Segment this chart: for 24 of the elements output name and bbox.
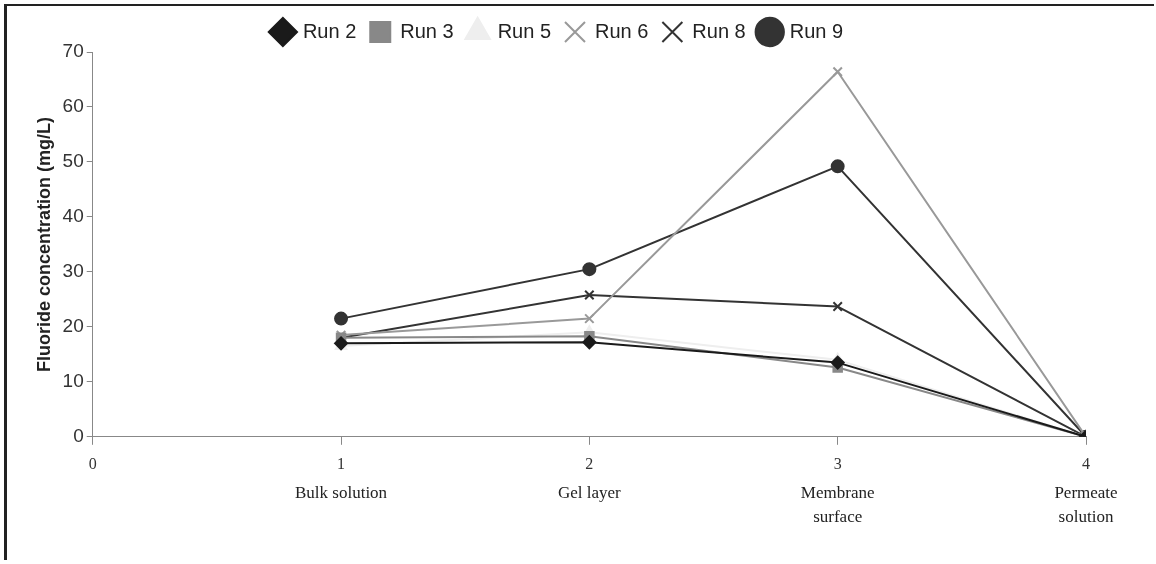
y-tick-label: 30 xyxy=(62,260,84,282)
y-tick-label: 20 xyxy=(62,315,84,337)
text: Membrane surface xyxy=(800,482,875,526)
y-tick-label: 60 xyxy=(62,95,84,117)
x-tick-label: 4 xyxy=(1082,454,1090,472)
legend-label: Run 8 xyxy=(692,19,746,42)
text: Bulk solution xyxy=(295,482,388,502)
y-axis-title: Fluoride concentration (mg/L) xyxy=(33,116,54,372)
text: Permeate solution xyxy=(1054,482,1118,526)
x-tick-label: 1 xyxy=(337,454,346,472)
x-tick-label: 0 xyxy=(88,454,97,472)
y-tick-label: 40 xyxy=(62,205,84,227)
legend-label: Run 3 xyxy=(400,19,454,42)
y-tick-label: 70 xyxy=(62,40,84,62)
legend-label: Run 9 xyxy=(789,19,844,42)
text: Gel layer xyxy=(557,482,622,502)
legend-label: Run 5 xyxy=(497,19,552,42)
x-tick-label: 2 xyxy=(585,454,594,472)
legend-label: Run 2 xyxy=(302,19,357,42)
x-tick-label: 3 xyxy=(833,454,842,472)
y-tick-label: 10 xyxy=(62,370,84,392)
y-tick-label: 0 xyxy=(73,425,84,447)
y-tick-label: 50 xyxy=(62,150,84,172)
legend-label: Run 6 xyxy=(595,19,649,42)
